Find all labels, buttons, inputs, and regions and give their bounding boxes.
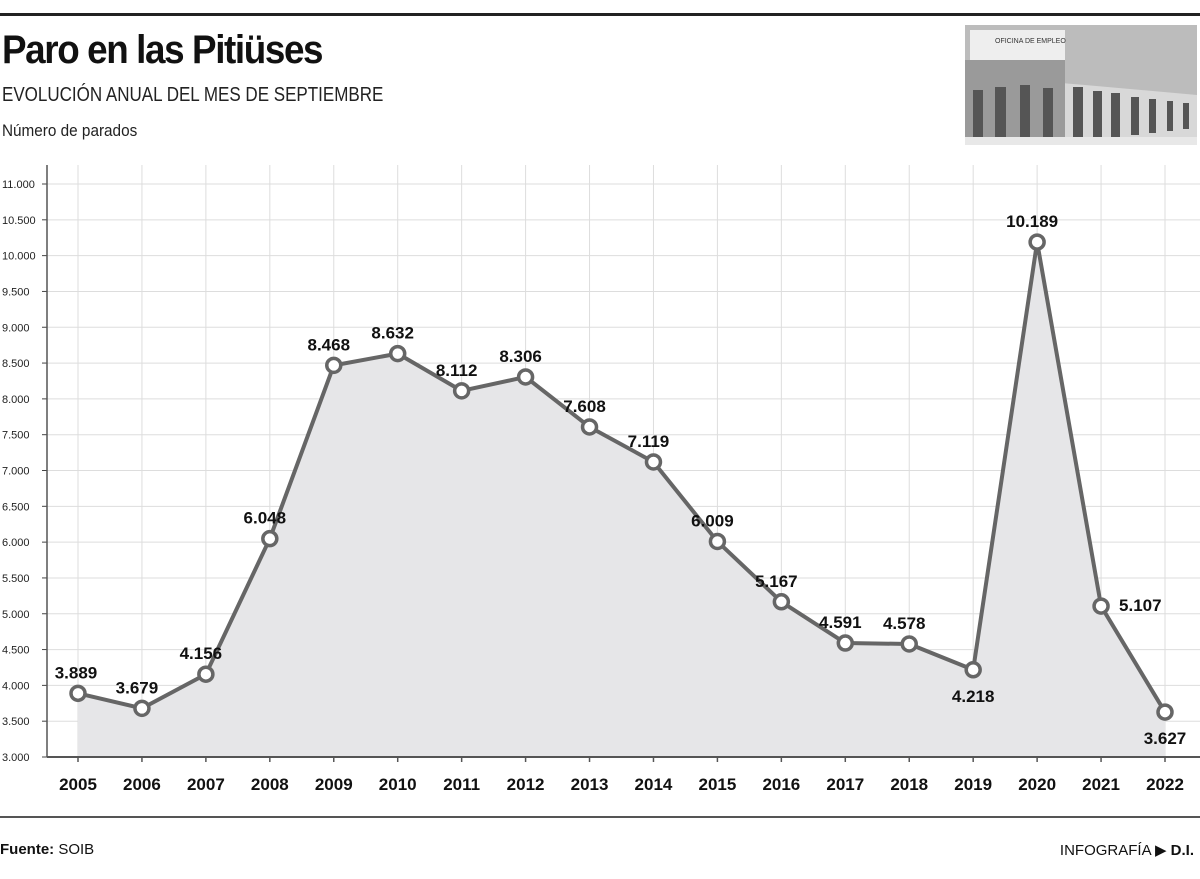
chart-title: Paro en las Pitiüses	[2, 28, 323, 72]
y-tick-label: 10.000	[2, 251, 36, 263]
data-point	[325, 356, 343, 375]
x-tick-label: 2013	[571, 775, 609, 794]
x-tick-label: 2022	[1146, 775, 1184, 794]
y-tick-label: 7.500	[2, 430, 30, 442]
top-rule	[0, 13, 1200, 16]
data-point	[516, 368, 535, 386]
data-label: 10.189	[1006, 212, 1058, 231]
line-area-chart: 3.000 3.500 4.000 4.500 5.000 5.500 6.000 6.500…	[2, 165, 1200, 794]
x-tick-label: 2016	[762, 775, 800, 794]
data-point	[1028, 233, 1046, 251]
data-point	[1092, 597, 1110, 615]
y-tick-label: 7.000	[2, 466, 30, 478]
x-tick-label: 2005	[59, 775, 97, 794]
data-label: 3.889	[55, 663, 98, 682]
unit-label: Número de parados	[2, 121, 138, 140]
area-fill	[78, 242, 1165, 757]
photo-employment-office: OFICINA DE EMPLEO	[965, 25, 1197, 145]
x-tick-label: 2012	[507, 775, 545, 794]
data-point	[900, 635, 918, 653]
data-point	[708, 532, 727, 551]
data-label: 4.591	[819, 613, 862, 632]
bottom-rule	[0, 816, 1200, 818]
x-tick-label: 2019	[954, 775, 992, 794]
data-label: 8.468	[307, 335, 350, 354]
y-tick-label: 4.000	[2, 680, 30, 692]
data-label: 8.112	[436, 361, 478, 380]
y-tick-label: 8.000	[2, 394, 30, 406]
y-tick-label: 11.000	[2, 179, 35, 191]
credit-note: INFOGRAFÍA ▶ D.I.	[1060, 841, 1194, 859]
source-label: Fuente:	[0, 841, 55, 858]
data-point	[964, 661, 982, 679]
data-label: 3.679	[116, 678, 159, 697]
y-tick-label: 9.000	[2, 322, 30, 334]
data-point	[261, 529, 279, 548]
y-tick-label: 4.500	[2, 645, 30, 657]
data-point	[452, 382, 471, 400]
data-label: 5.167	[755, 572, 798, 591]
photo-sign-text: OFICINA DE EMPLEO	[995, 38, 1066, 45]
data-label: 8.306	[499, 347, 542, 366]
x-tick-label: 2009	[315, 775, 353, 794]
source-note: Fuente: SOIB	[0, 841, 94, 858]
data-label: 6.048	[244, 509, 287, 528]
x-tick-label: 2006	[123, 775, 161, 794]
x-tick-label: 2007	[187, 775, 225, 794]
x-tick-label: 2014	[635, 775, 673, 794]
data-label: 7.608	[563, 397, 606, 416]
data-label: 3.627	[1144, 729, 1187, 748]
y-tick-label: 8.500	[2, 358, 30, 370]
credit-label: INFOGRAFÍA	[1059, 842, 1151, 859]
credit-value: D.I.	[1170, 842, 1194, 859]
x-tick-label: 2010	[379, 775, 417, 794]
x-tick-label: 2020	[1018, 775, 1056, 794]
data-point	[197, 665, 215, 683]
y-tick-label: 10.500	[2, 215, 36, 227]
data-label: 6.009	[691, 511, 734, 530]
data-point	[1156, 703, 1174, 721]
data-label: 8.632	[371, 324, 414, 343]
triangle-right-icon: ▶	[1154, 842, 1167, 859]
y-tick-label: 6.000	[2, 537, 30, 549]
source-value: SOIB	[58, 841, 95, 858]
x-tick-label: 2015	[698, 775, 736, 794]
x-tick-label: 2021	[1082, 775, 1120, 794]
data-label: 4.156	[180, 644, 223, 663]
data-point	[133, 699, 151, 718]
data-point	[836, 634, 855, 652]
series-line	[77, 240, 1167, 714]
y-tick-label: 5.500	[2, 573, 30, 585]
data-label: 4.218	[952, 687, 995, 706]
y-tick-label: 3.000	[2, 752, 30, 764]
y-tick-label: 5.000	[2, 609, 30, 621]
data-point	[69, 684, 87, 703]
x-tick-label: 2011	[443, 775, 480, 794]
y-tick-label: 6.500	[2, 501, 30, 513]
data-point	[772, 593, 791, 611]
y-tick-label: 3.500	[2, 716, 30, 728]
y-tick-label: 9.500	[2, 286, 30, 298]
data-point	[580, 418, 599, 436]
x-tick-label: 2017	[826, 775, 864, 794]
x-tick-label: 2008	[251, 775, 289, 794]
data-point	[644, 453, 663, 471]
data-point	[388, 344, 407, 363]
x-tick-label: 2018	[890, 775, 928, 794]
chart-subtitle: EVOLUCIÓN ANUAL DEL MES DE SEPTIEMBRE	[2, 84, 384, 106]
data-label: 5.107	[1119, 596, 1162, 615]
data-label: 4.578	[883, 614, 926, 633]
data-label: 7.119	[628, 432, 670, 451]
